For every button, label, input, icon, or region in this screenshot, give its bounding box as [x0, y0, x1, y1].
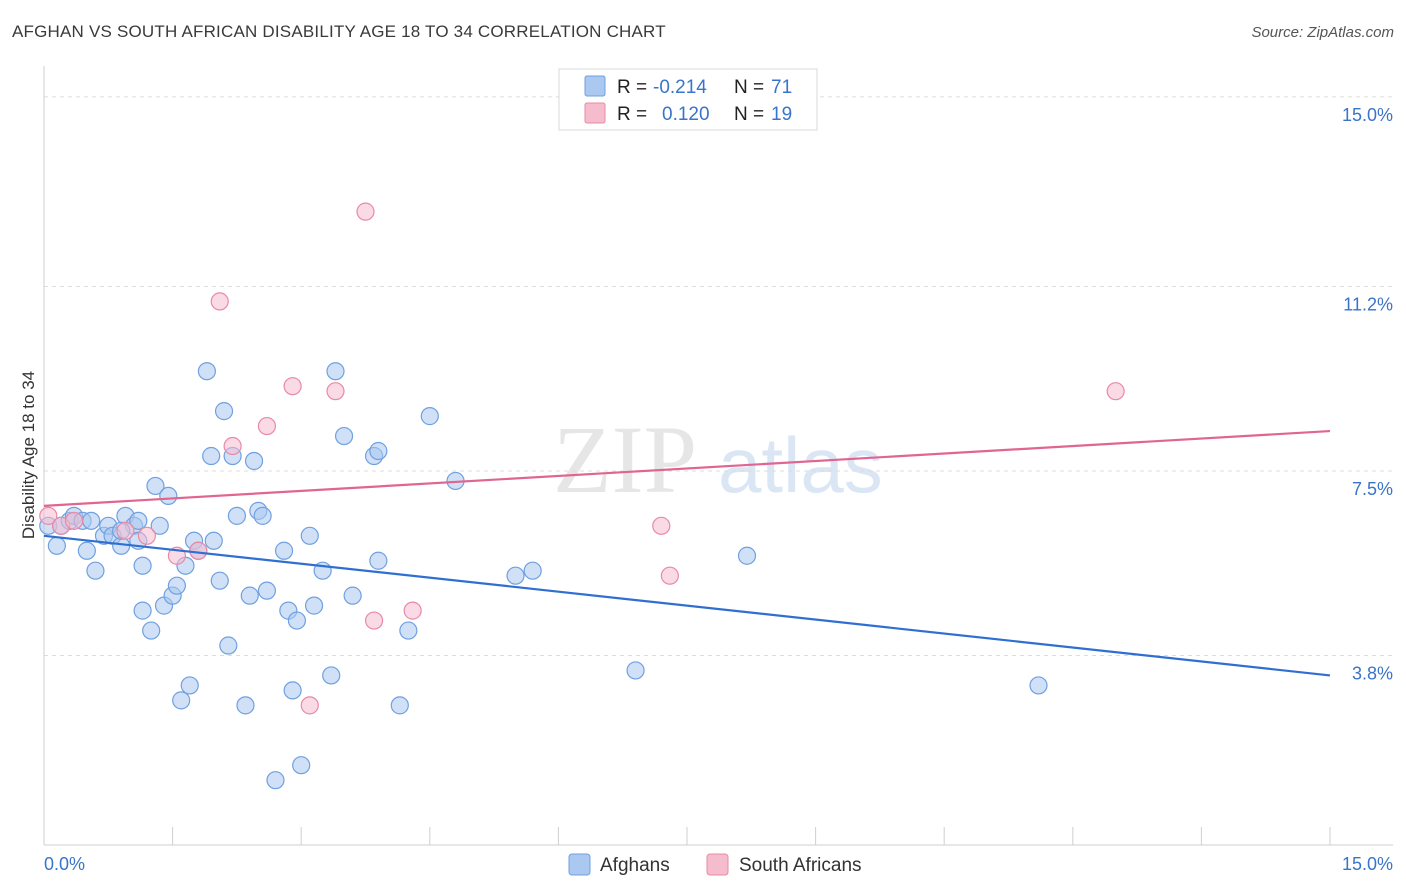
- afghans-point: [626, 661, 645, 680]
- afghans-point: [253, 506, 272, 525]
- afghans-point: [334, 426, 354, 446]
- south-africans-point: [300, 696, 319, 715]
- afghans-point: [737, 546, 757, 565]
- afghans-point: [82, 511, 101, 530]
- afghans-point: [287, 611, 307, 630]
- afghans-swatch: [584, 75, 606, 97]
- afghans-point: [240, 586, 259, 605]
- legend-afghans-label: Afghans: [600, 855, 670, 876]
- south-africans-point: [257, 416, 277, 436]
- south-africans-point: [283, 377, 302, 396]
- chart-title: AFGHAN VS SOUTH AFRICAN DISABILITY AGE 1…: [12, 22, 666, 41]
- south-africans-point: [356, 202, 375, 221]
- afghans-point: [204, 531, 223, 550]
- south-africans-r-value: 0.120: [662, 104, 710, 125]
- afghans-point: [274, 541, 294, 560]
- stats-legend: R = -0.214 N = 71 R = 0.120 N = 19: [558, 68, 818, 131]
- south-africans-trend-line: [43, 429, 1331, 507]
- afghans-point: [266, 771, 285, 790]
- axes: [43, 66, 1393, 846]
- watermark-zip: ZIP: [553, 406, 697, 513]
- afghans-point: [304, 596, 324, 615]
- afghans-point: [292, 756, 311, 775]
- south-africans-point: [652, 516, 671, 535]
- south-africans-point: [39, 506, 58, 525]
- south-africans-point: [1106, 382, 1125, 401]
- afghans-point: [214, 402, 234, 421]
- south-africans-point: [364, 611, 384, 630]
- south-africans-swatch: [584, 102, 606, 124]
- afghans-point: [172, 691, 191, 710]
- south-africans-n-label: N =: [734, 104, 764, 125]
- afghans-point: [257, 581, 277, 600]
- bottom-legend: Afghans South Africans: [568, 853, 862, 876]
- y-axis-title: Disability Age 18 to 34: [19, 371, 38, 539]
- south-africans-point: [137, 526, 156, 545]
- afghans-point: [1029, 676, 1048, 695]
- afghans-point: [129, 511, 148, 530]
- x-tick-label-max: 15.0%: [1342, 854, 1393, 874]
- y-tick-label: 11.2%: [1343, 294, 1393, 314]
- afghans-point: [197, 362, 216, 381]
- south-africans-n-value: 19: [771, 104, 792, 125]
- afghans-point: [399, 621, 418, 640]
- afghans-n-value: 71: [771, 77, 792, 98]
- south-africans-point: [189, 541, 208, 560]
- south-africans-point: [403, 601, 422, 620]
- afghans-point: [283, 681, 302, 700]
- y-tick-label: 15.0%: [1342, 105, 1393, 125]
- afghans-trend-line: [43, 534, 1331, 677]
- south-africans-r-label: R =: [617, 104, 647, 125]
- afghans-point: [369, 441, 388, 461]
- afghans-point: [133, 601, 152, 620]
- afghans-point: [142, 621, 161, 640]
- afghans-point: [390, 696, 409, 715]
- south-africans-point: [660, 566, 679, 585]
- afghans-point: [369, 551, 388, 570]
- afghans-point: [343, 586, 362, 605]
- afghans-point: [420, 407, 439, 426]
- south-africans-point: [326, 382, 345, 401]
- legend-afghans-swatch: [568, 853, 591, 876]
- afghans-point: [210, 571, 229, 590]
- south-africans-point: [223, 436, 242, 456]
- afghans-point: [227, 506, 246, 525]
- afghans-point: [159, 486, 178, 506]
- afghans-point: [326, 362, 345, 381]
- y-tick-label: 7.5%: [1352, 479, 1393, 499]
- data-points: [39, 202, 1125, 790]
- south-africans-point: [116, 521, 135, 540]
- south-africans-point: [210, 292, 229, 311]
- afghans-point: [150, 516, 169, 535]
- y-tick-labels: 3.8% 7.5% 11.2% 15.0%: [1342, 105, 1393, 684]
- afghans-point: [146, 476, 165, 496]
- afghans-point: [244, 451, 264, 471]
- afghans-point: [219, 636, 238, 655]
- afghans-point: [300, 526, 319, 545]
- source-label: Source: ZipAtlas.com: [1251, 24, 1394, 41]
- afghans-point: [523, 561, 542, 580]
- legend-south-africans-swatch: [706, 853, 729, 876]
- x-tick-label-min: 0.0%: [44, 854, 85, 874]
- afghans-n-label: N =: [734, 77, 764, 98]
- afghans-point: [133, 556, 152, 575]
- afghans-r-value: -0.214: [653, 77, 707, 98]
- gridlines: [44, 96, 1393, 656]
- afghans-point: [202, 446, 221, 466]
- trend-lines: [43, 429, 1331, 677]
- afghans-point: [236, 696, 255, 715]
- afghans-point: [86, 561, 105, 580]
- afghans-point: [167, 576, 186, 595]
- afghans-point: [47, 536, 66, 555]
- afghans-point: [322, 666, 341, 685]
- afghans-point: [180, 676, 199, 695]
- afghans-r-label: R =: [617, 77, 647, 98]
- y-tick-label: 3.8%: [1352, 663, 1393, 683]
- south-africans-point: [64, 511, 84, 530]
- legend-south-africans-label: South Africans: [739, 855, 862, 876]
- afghans-point: [77, 541, 96, 560]
- afghans-point: [506, 566, 525, 585]
